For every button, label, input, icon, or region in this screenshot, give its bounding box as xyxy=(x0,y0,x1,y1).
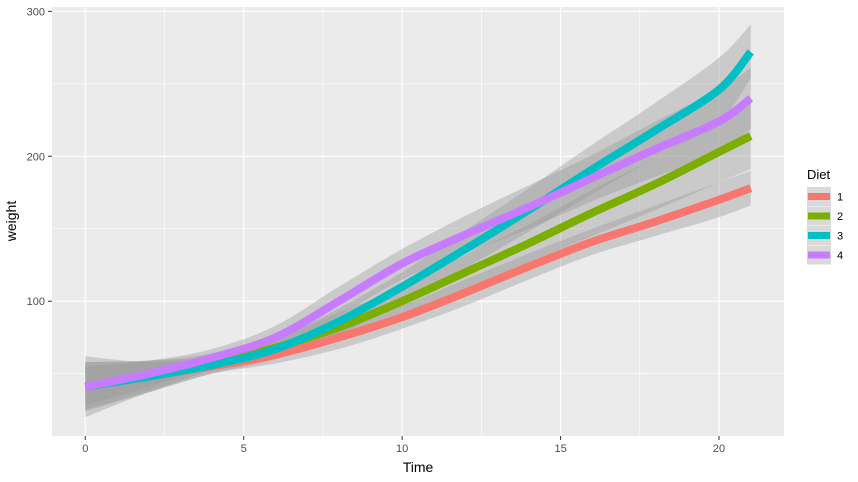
y-axis: 100 200 300 xyxy=(27,6,52,308)
x-tick-label: 20 xyxy=(713,443,725,455)
legend-label-diet-4: 4 xyxy=(837,250,843,262)
legend-label-diet-3: 3 xyxy=(837,231,843,243)
legend-label-diet-1: 1 xyxy=(837,192,843,204)
series-line-diet-3 xyxy=(84,49,754,391)
y-axis-title: weight xyxy=(3,201,19,243)
legend-title: Diet xyxy=(807,167,831,182)
x-axis: 0 5 10 15 20 xyxy=(82,436,725,455)
x-tick-label: 15 xyxy=(554,443,566,455)
y-tick-label: 100 xyxy=(27,296,45,308)
legend-items: 1 2 3 4 xyxy=(807,187,843,265)
series-lines xyxy=(84,49,754,391)
x-axis-title: Time xyxy=(403,459,434,475)
legend: Diet 1 2 3 4 xyxy=(807,167,843,265)
series-line-diet-4 xyxy=(84,95,754,391)
y-tick-label: 300 xyxy=(27,6,45,18)
x-tick-label: 5 xyxy=(241,443,247,455)
x-tick-label: 10 xyxy=(396,443,408,455)
x-tick-label: 0 xyxy=(82,443,88,455)
y-tick-label: 200 xyxy=(27,151,45,163)
legend-label-diet-2: 2 xyxy=(837,211,843,223)
